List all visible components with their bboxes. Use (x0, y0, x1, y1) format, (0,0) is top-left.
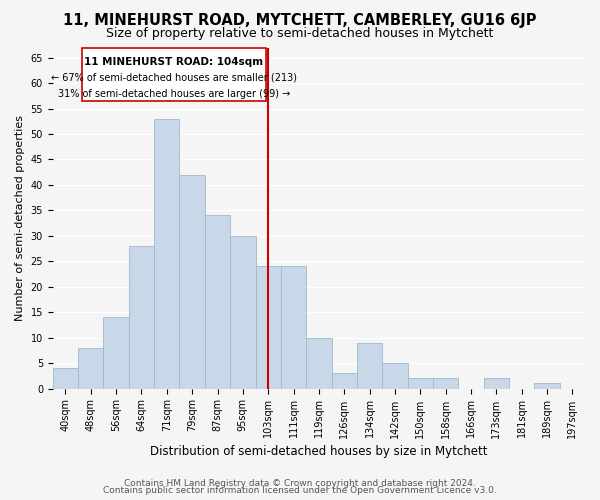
Bar (179, 175, 205, 388)
Bar (205, 216, 230, 388)
Bar (256, 266, 281, 388)
Bar (357, 343, 382, 388)
Bar (53, 368, 78, 388)
Bar (306, 338, 332, 388)
Bar (332, 374, 357, 388)
Text: Contains public sector information licensed under the Open Government Licence v3: Contains public sector information licen… (103, 486, 497, 495)
Bar (535, 384, 560, 388)
FancyBboxPatch shape (82, 48, 266, 101)
Text: 11 MINEHURST ROAD: 104sqm: 11 MINEHURST ROAD: 104sqm (85, 56, 263, 66)
Bar (281, 266, 306, 388)
Text: Contains HM Land Registry data © Crown copyright and database right 2024.: Contains HM Land Registry data © Crown c… (124, 478, 476, 488)
Bar (230, 236, 256, 388)
Text: 11, MINEHURST ROAD, MYTCHETT, CAMBERLEY, GU16 6JP: 11, MINEHURST ROAD, MYTCHETT, CAMBERLEY,… (63, 12, 537, 28)
Text: Size of property relative to semi-detached houses in Mytchett: Size of property relative to semi-detach… (106, 28, 494, 40)
Bar (103, 318, 129, 388)
Text: ← 67% of semi-detached houses are smaller (213): ← 67% of semi-detached houses are smalle… (51, 73, 297, 83)
Bar (484, 378, 509, 388)
Bar (129, 246, 154, 388)
Y-axis label: Number of semi-detached properties: Number of semi-detached properties (15, 115, 25, 321)
Bar (78, 348, 103, 389)
Bar (382, 363, 407, 388)
X-axis label: Distribution of semi-detached houses by size in Mytchett: Distribution of semi-detached houses by … (150, 444, 488, 458)
Bar (433, 378, 458, 388)
Bar (407, 378, 433, 388)
Text: 31% of semi-detached houses are larger (99) →: 31% of semi-detached houses are larger (… (58, 89, 290, 99)
Bar (154, 119, 179, 388)
